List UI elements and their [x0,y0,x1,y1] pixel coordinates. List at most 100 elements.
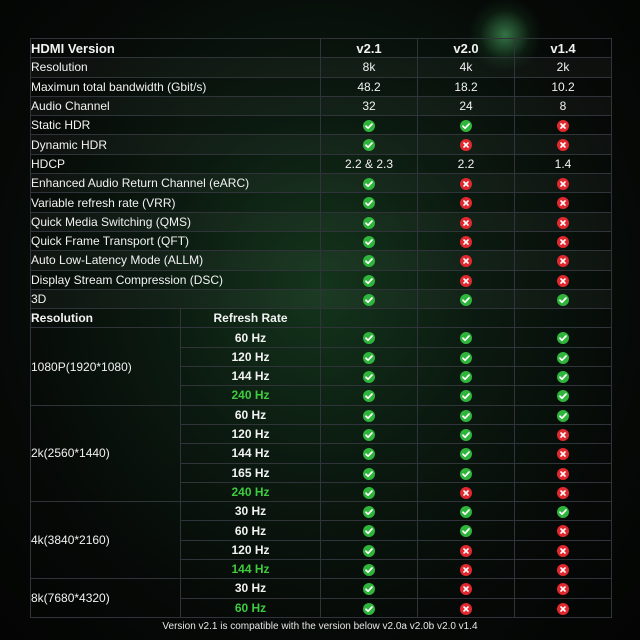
value-cell [320,539,419,561]
value-cell [320,173,419,194]
cross-icon [557,602,570,615]
cross-icon [557,525,570,538]
table-title: HDMI Version [29,37,322,59]
refresh-rate: 144 Hz [179,559,322,580]
value-cell [514,366,613,387]
cross-icon [557,563,570,576]
check-icon [363,525,376,538]
check-icon [363,428,376,441]
value-cell [417,597,516,618]
header-row: HDMI Version v2.1 v2.0 v1.4 [29,37,613,59]
check-icon [460,120,473,133]
feature-row: Static HDR [29,115,613,136]
value-cell [417,250,516,271]
value-cell [514,597,613,618]
check-icon [363,293,376,306]
feature-row: Resolution 8k 4k 2k [29,57,613,78]
value-cell [514,230,613,252]
value-cell: 8 [514,95,613,117]
feature-label: Quick Media Switching (QMS) [29,211,322,232]
value-cell [320,481,419,503]
value-cell [320,192,419,213]
value-cell [320,520,419,541]
feature-row: Display Stream Compression (DSC) [29,269,613,290]
cross-icon [460,255,473,268]
feature-label: Maximun total bandwidth (Gbit/s) [29,76,322,97]
check-icon [363,486,376,499]
feature-row: Audio Channel 32 24 8 [29,95,613,117]
value-cell [417,578,516,599]
check-icon [460,293,473,306]
value-cell [417,327,516,348]
cross-icon [460,602,473,615]
check-icon [363,139,376,152]
refresh-rate-header: Refresh Rate [179,308,322,329]
value-cell [417,115,516,136]
refresh-rate: 60 Hz [179,520,322,541]
value-cell [514,327,613,348]
value-cell [417,269,516,290]
feature-row: Variable refresh rate (VRR) [29,192,613,213]
value-cell [514,173,613,194]
refresh-row: 8k(7680*4320) 30 Hz [30,578,613,618]
value-cell [417,211,516,232]
check-icon [557,332,570,345]
value-cell [320,423,419,445]
value-cell [417,385,516,406]
feature-label: HDCP [29,153,322,175]
check-icon [363,197,376,210]
check-icon [363,409,376,422]
value-cell [514,288,613,310]
feature-row: Auto Low-Latency Mode (ALLM) [29,250,613,271]
value-cell [320,597,419,618]
check-icon [557,506,570,519]
check-icon [460,506,473,519]
hdmi-comparison-table: HDMI Version v2.1 v2.0 v1.4 Resolution 8k 4k 2k… [29,37,613,618]
check-icon [460,332,473,345]
value-cell [417,346,516,368]
cross-icon [557,120,570,133]
check-icon [460,390,473,403]
check-icon [363,274,376,287]
check-icon [363,583,376,596]
value-cell [320,211,419,232]
check-icon [363,178,376,191]
check-icon [460,448,473,461]
feature-row: Dynamic HDR [29,134,613,155]
cross-icon [557,486,570,499]
cross-icon [557,255,570,268]
feature-label: Dynamic HDR [29,134,322,155]
cross-icon [557,216,570,229]
refresh-row: 4k(3840*2160) 30 Hz [30,501,613,580]
refresh-rate: 120 Hz [179,423,322,445]
resolution-group-label: 8k(7680*4320) [30,578,181,618]
value-cell: 2.2 [417,153,516,175]
feature-row: Enhanced Audio Return Channel (eARC) [29,173,613,194]
check-icon [460,428,473,441]
value-cell [417,443,516,464]
empty-cell [320,308,419,329]
value-cell [417,501,516,522]
value-cell [320,134,419,155]
resolution-group-label: 1080P(1920*1080) [30,327,181,406]
feature-row: 3D [29,288,613,310]
value-cell: 32 [320,95,419,117]
cross-icon [557,197,570,210]
value-cell [417,404,516,425]
refresh-row: 2k(2560*1440) 60 Hz [30,404,613,503]
check-icon [557,371,570,384]
value-cell: 10.2 [514,76,613,97]
refresh-rate: 60 Hz [179,404,322,425]
check-icon [363,216,376,229]
value-cell [514,192,613,213]
value-cell [320,404,419,425]
value-cell [514,211,613,232]
cross-icon [460,197,473,210]
feature-row: HDCP 2.2 & 2.3 2.2 1.4 [29,153,613,175]
refresh-row: 120 Hz [31,346,613,368]
value-cell [514,559,613,580]
refresh-row: 240 Hz [31,481,613,503]
value-cell [320,269,419,290]
value-cell: 48.2 [320,76,419,97]
cross-icon [460,583,473,596]
